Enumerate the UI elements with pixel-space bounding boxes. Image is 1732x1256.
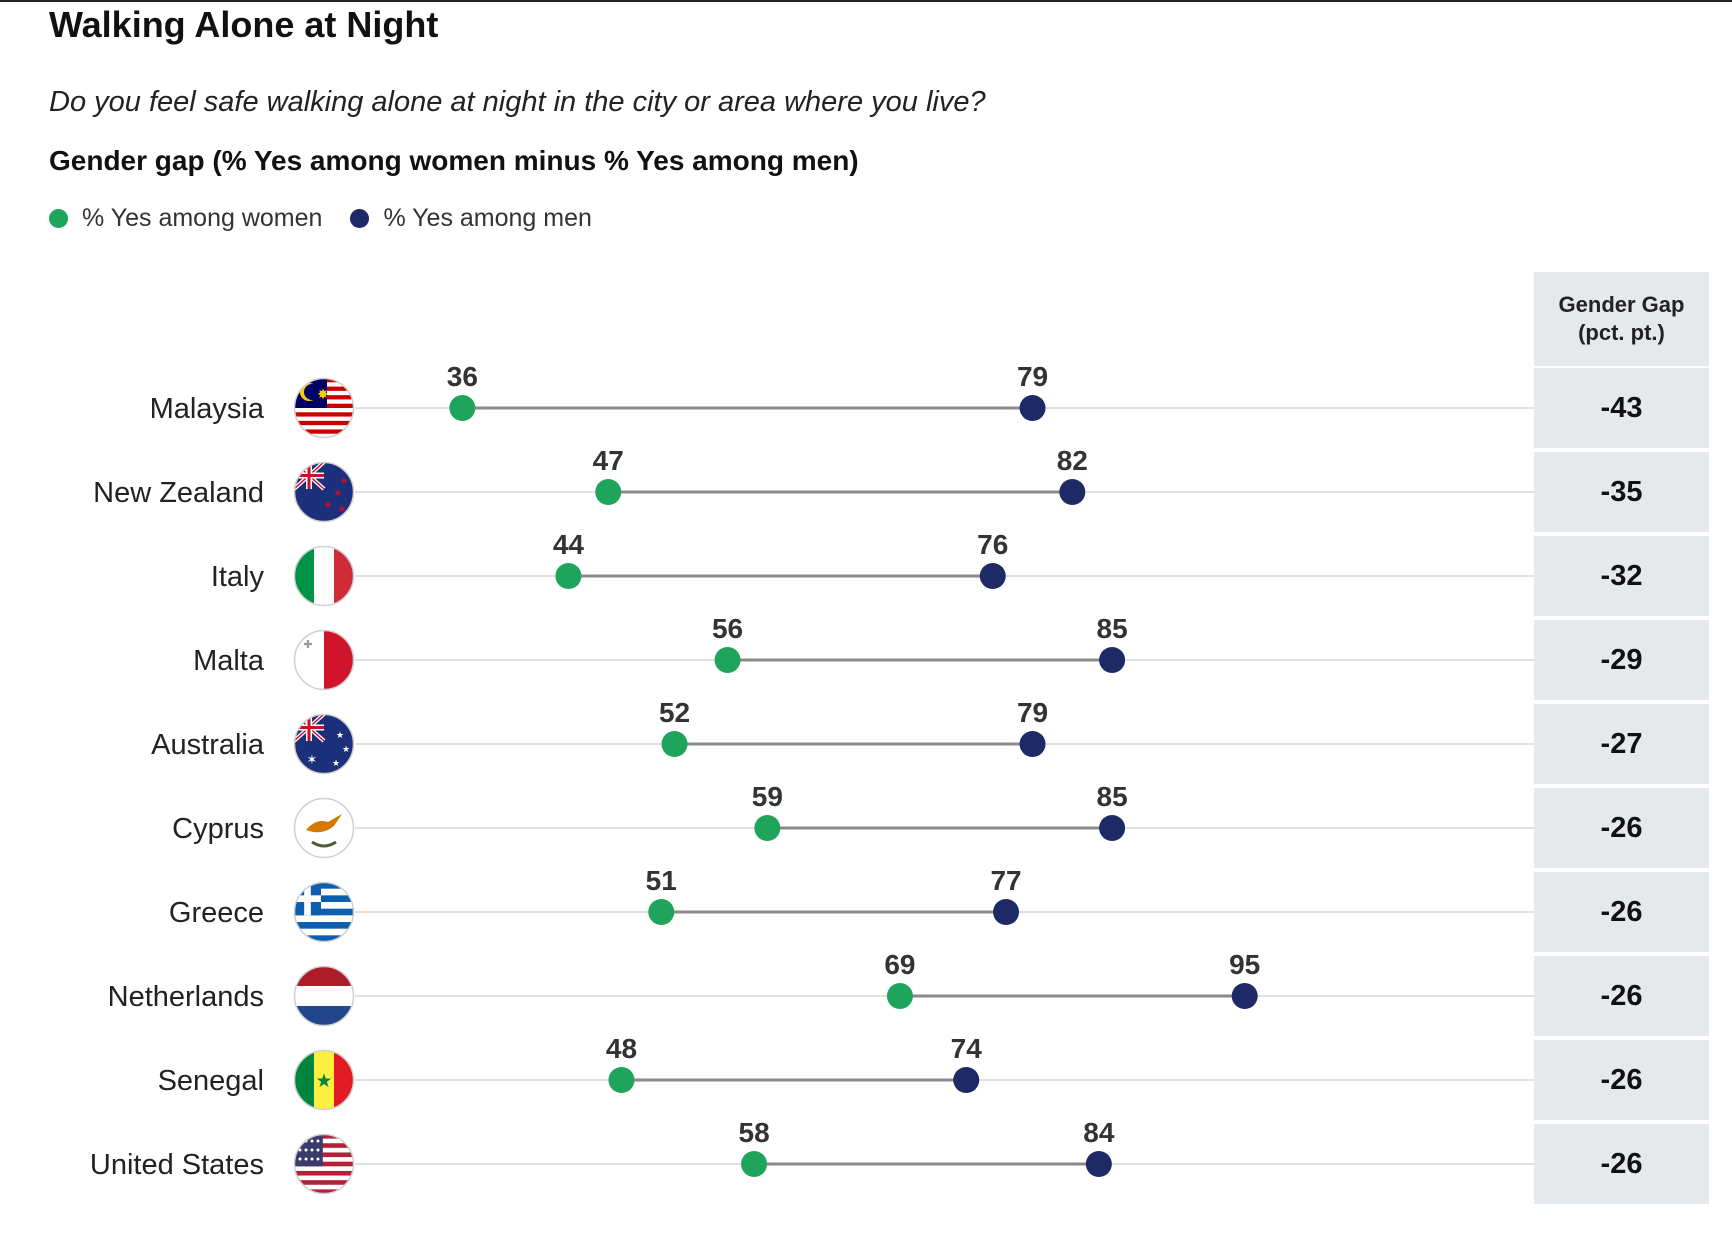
women-value-label: 59: [752, 781, 783, 812]
men-value-label: 84: [1083, 1117, 1115, 1148]
men-value-label: 85: [1097, 613, 1128, 644]
greece-flag-icon: [293, 881, 355, 943]
women-point: [648, 899, 675, 925]
women-point: [449, 395, 476, 421]
men-value-label: 82: [1057, 445, 1088, 476]
women-value-label: 51: [646, 865, 677, 896]
women-value-label: 47: [593, 445, 624, 476]
svg-text:★: ★: [342, 745, 350, 755]
women-point: [741, 1151, 768, 1177]
country-label: Cyprus: [172, 813, 264, 845]
men-point: [1085, 1151, 1112, 1177]
men-point: [1231, 983, 1258, 1009]
men-value-label: 85: [1097, 781, 1128, 812]
svg-text:★: ★: [338, 504, 347, 515]
gender-gap-title: Gender gap (% Yes among women minus % Ye…: [49, 145, 859, 176]
men-point: [1059, 479, 1086, 505]
country-label: Netherlands: [108, 981, 264, 1013]
country-label: Greece: [169, 897, 264, 929]
chart-subtitle: Do you feel safe walking alone at night …: [49, 86, 986, 118]
country-label: Australia: [151, 729, 265, 761]
women-point: [595, 479, 622, 505]
men-value-label: 79: [1017, 361, 1048, 392]
gender-gap-value: -26: [1534, 956, 1709, 1036]
svg-text:✸: ✸: [317, 387, 329, 403]
gender-gap-value: -32: [1534, 536, 1709, 616]
men-point: [953, 1067, 980, 1093]
top-rule: [0, 0, 1732, 2]
women-value-label: 58: [739, 1117, 770, 1148]
gender-gap-header: Gender Gap (pct. pt.): [1534, 272, 1709, 366]
gender-gap-value: -35: [1534, 452, 1709, 532]
new-zealand-flag-icon: ★★★★: [293, 461, 355, 523]
legend-label-men: % Yes among men: [383, 204, 592, 232]
svg-text:★: ★: [340, 476, 349, 487]
netherlands-flag-icon: [293, 965, 355, 1027]
men-point: [1019, 731, 1046, 757]
women-point: [714, 647, 741, 673]
men-point: [993, 899, 1020, 925]
men-value-label: 95: [1229, 949, 1260, 980]
gender-gap-value: -26: [1534, 1124, 1709, 1204]
svg-text:★: ★: [332, 759, 340, 769]
women-value-label: 56: [712, 613, 743, 644]
women-value-label: 48: [606, 1033, 637, 1064]
country-label: Italy: [211, 561, 265, 593]
united-states-flag-icon: [293, 1133, 355, 1195]
country-label: United States: [90, 1149, 264, 1181]
senegal-flag-icon: ★: [293, 1049, 355, 1111]
svg-text:★: ★: [336, 731, 344, 741]
gender-gap-value: -29: [1534, 620, 1709, 700]
men-value-label: 74: [951, 1033, 983, 1064]
legend-dot-men-icon: [350, 209, 370, 228]
legend-item-women: % Yes among women: [49, 204, 322, 233]
gender-gap-value: -43: [1534, 368, 1709, 448]
women-value-label: 52: [659, 697, 690, 728]
legend-item-men: % Yes among men: [350, 204, 592, 233]
legend-dot-women-icon: [49, 209, 68, 228]
men-point: [1099, 647, 1126, 673]
svg-text:✚: ✚: [303, 638, 312, 651]
women-point: [555, 563, 582, 589]
australia-flag-icon: ✶★★★: [293, 713, 355, 775]
gender-gap-panel: Gender Gap (pct. pt.) -43 -35 -32 -29 -27 -26…: [1534, 272, 1709, 1210]
men-point: [1019, 395, 1046, 421]
men-value-label: 79: [1017, 697, 1048, 728]
men-point: [979, 563, 1006, 589]
country-label: Malaysia: [150, 393, 265, 425]
women-value-label: 36: [447, 361, 478, 392]
women-value-label: 69: [884, 949, 915, 980]
legend-label-women: % Yes among women: [82, 204, 323, 232]
women-value-label: 44: [553, 529, 585, 560]
svg-text:★: ★: [324, 500, 333, 511]
cyprus-flag-icon: [293, 797, 355, 859]
gender-gap-header-line2: (pct. pt.): [1578, 320, 1665, 345]
svg-text:★: ★: [334, 488, 343, 499]
gender-gap-value: -27: [1534, 704, 1709, 784]
women-point: [661, 731, 688, 757]
country-label: New Zealand: [93, 477, 264, 509]
country-label: Malta: [193, 645, 265, 677]
chart-title: Walking Alone at Night: [49, 4, 439, 45]
gender-gap-header-line1: Gender Gap: [1558, 292, 1685, 317]
women-point: [754, 815, 781, 841]
country-label: Senegal: [158, 1065, 264, 1097]
gender-gap-value: -26: [1534, 1040, 1709, 1120]
svg-text:✶: ✶: [307, 753, 318, 768]
malta-flag-icon: ✚: [293, 629, 355, 691]
gender-gap-value: -26: [1534, 788, 1709, 868]
women-point: [608, 1067, 635, 1093]
men-value-label: 77: [990, 865, 1021, 896]
men-point: [1099, 815, 1126, 841]
malaysia-flag-icon: ✸: [293, 377, 355, 439]
women-point: [886, 983, 913, 1009]
italy-flag-icon: [293, 545, 355, 607]
men-value-label: 76: [977, 529, 1008, 560]
svg-text:★: ★: [315, 1070, 332, 1092]
legend: % Yes among women % Yes among men: [49, 204, 620, 233]
gender-gap-value: -26: [1534, 872, 1709, 952]
